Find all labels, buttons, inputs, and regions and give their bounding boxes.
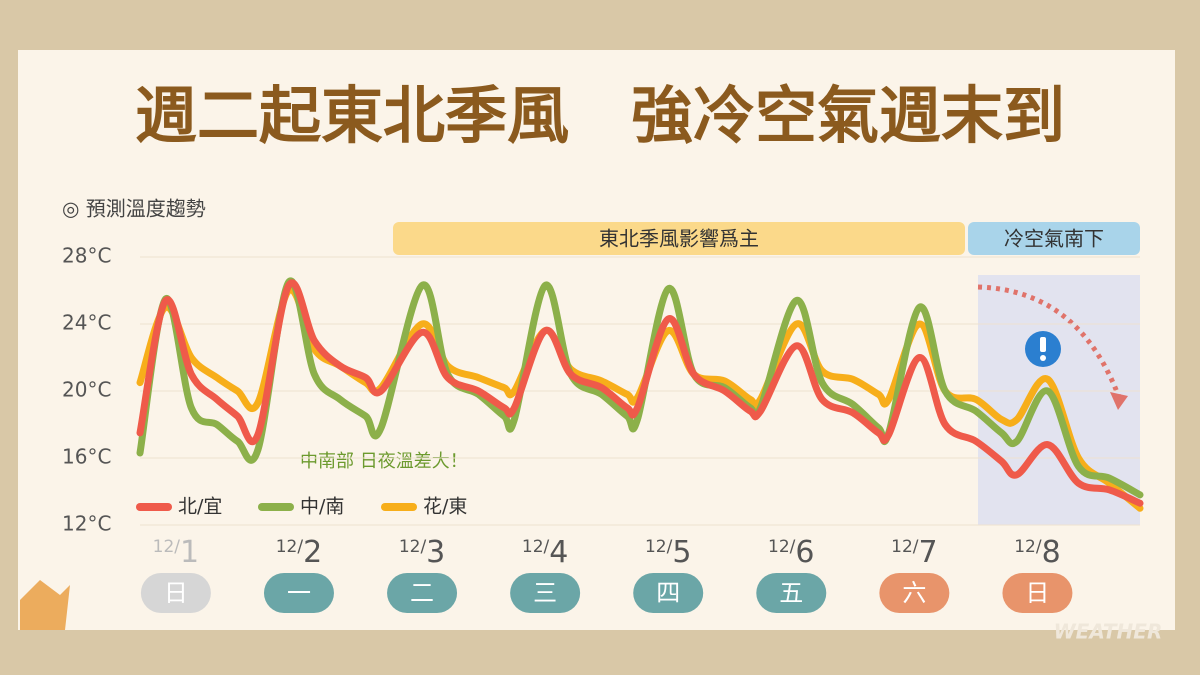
y-tick-label: 16°C [62,445,111,469]
weekday-label: 五 [779,579,803,607]
title: 週二起東北季風 強冷空氣週末到 [135,79,1065,152]
y-tick-label: 12°C [62,512,111,536]
weekday-label: 三 [533,579,557,607]
x-tick-label: 12/5 [645,535,691,570]
banner [393,222,965,255]
x-tick-label: 12/4 [522,535,568,570]
subtitle: ◎ 預測溫度趨勢 [62,197,206,221]
alert-icon-dot [1040,355,1046,361]
weekday-pill [879,573,950,613]
weekday-label: 一 [287,579,311,607]
y-tick-label: 24°C [62,311,111,335]
x-tick-label: 12/2 [276,535,322,570]
weekday-pill [510,573,581,613]
alert-icon-bar [1040,337,1046,352]
series-line [136,279,1144,507]
legend-label: 北/宜 [178,496,222,518]
weekday-label: 六 [902,579,926,607]
leaf-decoration [20,580,70,630]
banner-text: 東北季風影響爲主 [599,227,759,251]
y-tick-label: 28°C [62,244,111,268]
banner [968,222,1140,255]
banner-text: 冷空氣南下 [1004,227,1104,251]
annotation: 中南部 日夜溫差大！ [300,451,468,472]
x-tick-label: 12/3 [399,535,445,570]
weekday-label: 四 [656,579,680,607]
weekday-pill [756,573,827,613]
weekday-pill [633,573,704,613]
x-tick-label: 12/1 [153,535,199,570]
x-tick-label: 12/6 [768,535,814,570]
x-tick-label: 12/7 [891,535,937,570]
legend-label: 中/南 [300,496,344,518]
weekday-pill [387,573,458,613]
y-tick-label: 20°C [62,378,111,402]
x-tick-label: 12/8 [1014,535,1060,570]
weekday-label: 二 [410,579,434,607]
cold-arrow [977,284,1123,401]
watermark: WEATHER [1054,620,1163,644]
weekday-label: 日 [1025,579,1049,607]
weekday-pill [263,573,334,613]
arrow-head [1110,392,1128,410]
weekday-label: 日 [164,579,188,607]
legend-label: 花/東 [423,496,467,518]
weekday-pill [140,573,211,613]
weekday-pill [1002,573,1073,613]
